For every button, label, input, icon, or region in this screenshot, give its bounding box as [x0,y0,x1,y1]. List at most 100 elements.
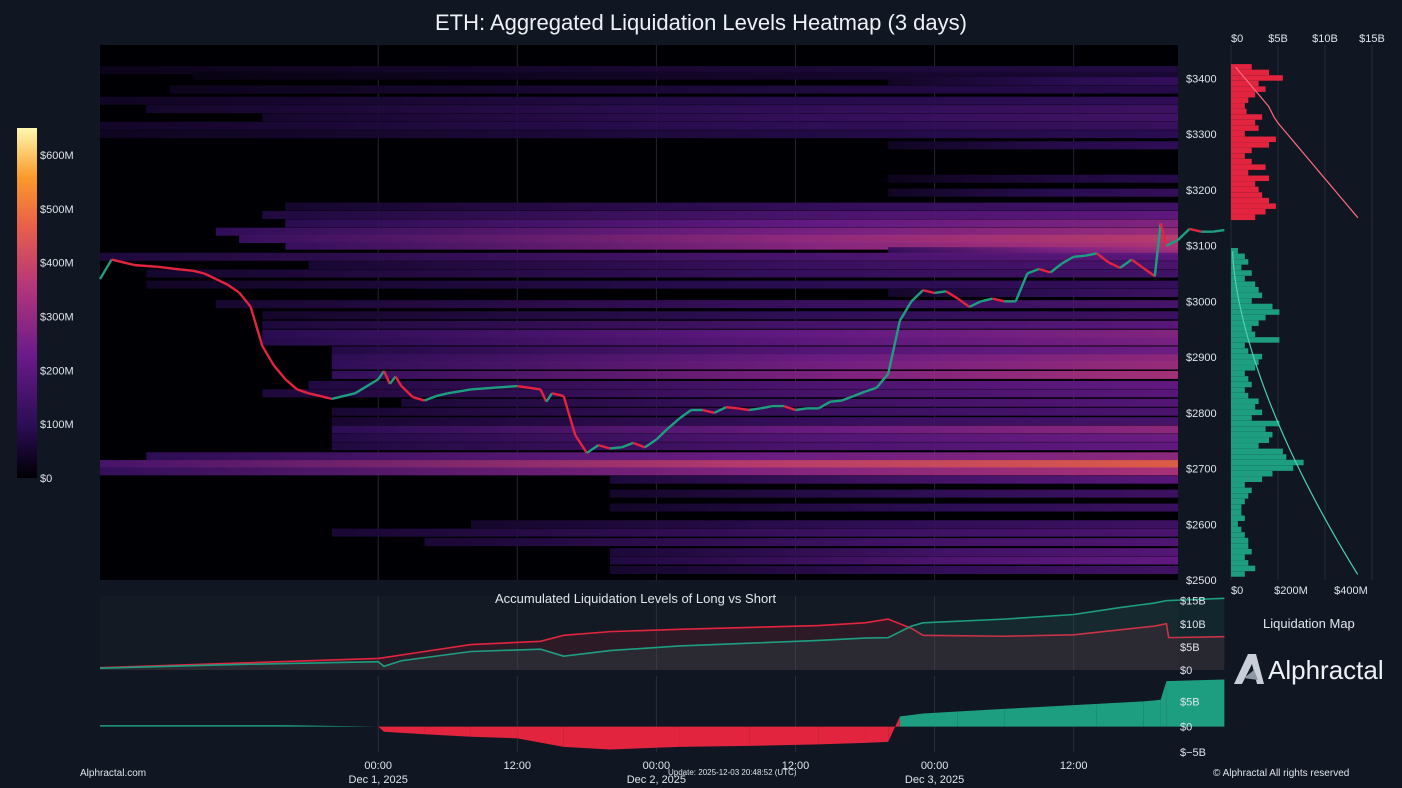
heatmap-band [262,210,1179,219]
x-tick-time: 12:00 [782,760,810,772]
liquidation-map-bar [1231,186,1259,193]
liquidation-map-bar [1231,175,1270,182]
delta-y-tick: $5B [1180,696,1200,708]
liquidation-map-bar [1231,203,1276,209]
price-segment [598,443,611,450]
liquidation-map-bar [1231,259,1249,265]
price-segment [748,407,761,412]
liquidation-map-bar [1231,292,1263,299]
heatmap-bands [100,66,1179,574]
liquidation-map-bar [1231,560,1249,566]
accumulated-area-long [100,598,1225,670]
liquidation-map-bar [1231,80,1259,87]
liquidation-map-bar [1231,359,1259,365]
liquidation-map-bar [1231,548,1252,555]
liquidation-map-bar [1231,147,1252,154]
price-segment [377,370,385,381]
liquidation-map-bar [1231,214,1256,221]
delta-area-segment [378,726,384,732]
footer-update: Update: 2025-12-03 20:48:52 (UTC) [668,768,797,777]
price-segment [447,388,472,395]
price-segment [284,378,298,391]
heatmap-band [331,361,1178,370]
heatmap-band [331,354,1178,363]
heatmap-band [262,389,1179,398]
liquidation-map-bar [1231,337,1280,343]
price-segment [98,258,113,280]
liquidation-map-bar [1231,443,1259,449]
heatmap-band [100,96,1178,105]
liquidation-map-bar [1231,130,1245,137]
delta-area-segment [1096,701,1144,727]
liquidation-map-bar [1231,158,1252,165]
side-bottom-tick: $0 [1231,585,1243,597]
price-segment [1159,223,1168,246]
liquidation-map-bar [1231,320,1259,326]
liquidation-map-bar [1231,303,1273,310]
delta-area-segment [957,708,1005,727]
price-segment [435,392,449,398]
liquidation-map-bar [1231,64,1252,70]
price-segment [424,394,437,402]
price-segment [1165,238,1179,247]
liquidation-map-bar [1231,431,1273,438]
heatmap-band [100,66,1178,75]
liquidation-map-bar [1231,142,1270,148]
liquidation-map-bar [1231,108,1247,115]
price-segment [574,434,588,454]
price-segment [725,406,738,410]
liquidation-map-bar [1231,376,1249,382]
liquidation-map-bar [1231,275,1245,282]
price-segment [713,406,727,414]
price-segment [261,345,275,367]
liquidation-map-bar [1231,125,1259,131]
heatmap-band [888,174,1178,183]
price-segment [1212,228,1225,233]
price-segment [539,388,548,403]
liquidation-map-bar [1231,448,1283,455]
side-bottom-tick: $400M [1334,585,1368,597]
price-segment [992,297,1005,303]
price-segment [1026,267,1040,275]
x-tick-time: 00:00 [364,760,392,772]
delta-area-segment [1004,706,1051,727]
heatmap-y-tick: $3300 [1186,129,1217,141]
heatmap-band [610,565,1178,574]
delta-area-segment [899,713,923,727]
price-segment [795,407,808,412]
delta-area-segment [749,726,819,746]
heatmap-band [610,556,1178,565]
price-segment [678,409,692,420]
liquidation-map-bar [1231,97,1249,104]
price-segment [272,364,287,381]
liquidation-map-bar [1231,314,1266,321]
liquidation-map-bar [1231,348,1249,354]
colorbar-tick: $500M [40,204,74,216]
x-tick-time: 00:00 [921,760,949,772]
delta-y-tick: $0 [1180,722,1192,734]
price-segment [702,408,715,414]
acc-y-tick: $5B [1180,642,1200,654]
liquidation-map-bar [1231,387,1245,393]
liquidation-map-bar [1231,153,1245,159]
heatmap-band [888,141,1178,150]
heatmap-y-tick: $3100 [1186,241,1217,253]
acc-y-tick: $15B [1180,596,1206,608]
colorbar-tick: $0 [40,473,52,485]
liquidation-map-bar [1231,365,1256,371]
price-segment [1153,223,1162,277]
liquidation-map-bar [1231,281,1256,287]
heatmap-band [888,288,1178,297]
delta-area-segment [1160,681,1167,727]
price-segment [400,385,414,399]
heatmap-y-tick: $2500 [1186,575,1217,587]
accumulated-panel-background [100,596,1178,670]
heatmap-band [262,311,1179,320]
price-segment [562,395,577,436]
liquidation-map-bar [1231,253,1245,260]
liquidation-map-bar [1231,326,1252,332]
price-segment [875,373,890,389]
accumulated-area-short [100,619,1225,670]
brand-logo [1230,650,1400,690]
liquidation-map-bar [1231,247,1238,254]
